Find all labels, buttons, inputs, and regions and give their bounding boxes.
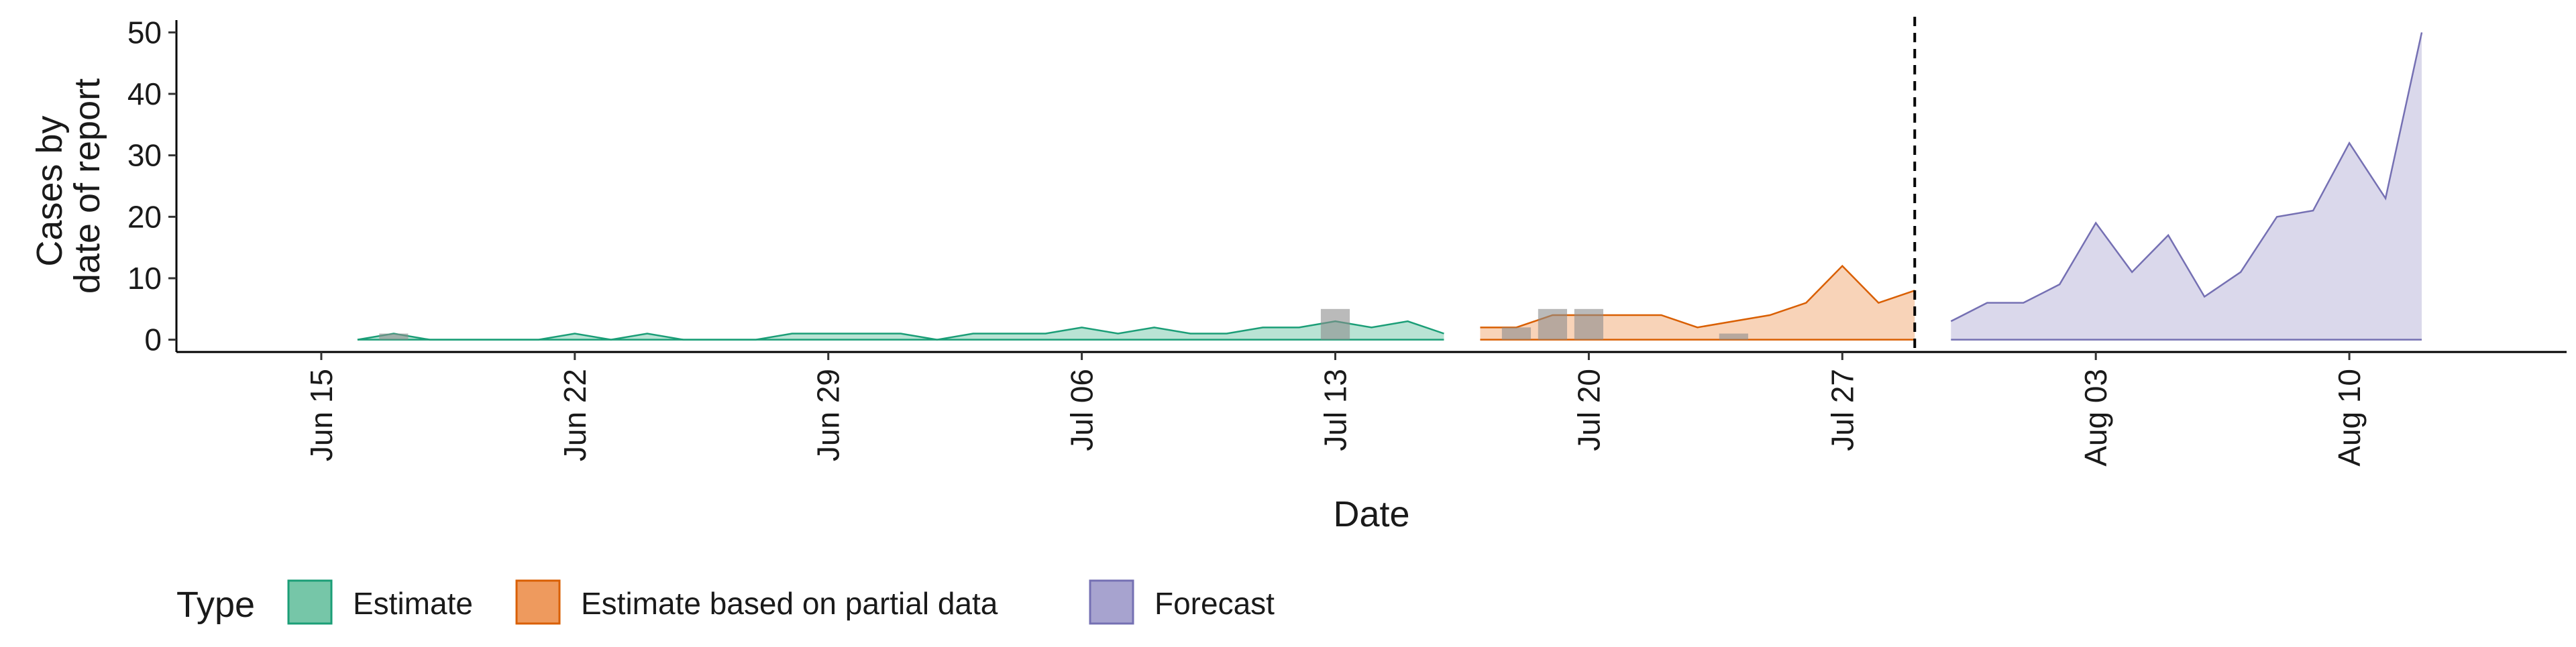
- x-tick-label: Aug 10: [2332, 369, 2367, 467]
- y-tick-label: 20: [127, 199, 162, 234]
- legend-title: Type: [176, 585, 255, 625]
- area-estimate: [358, 321, 1444, 340]
- x-tick-label: Jul 13: [1318, 369, 1353, 451]
- legend-label-estimate: Estimate: [353, 586, 473, 621]
- area-series-group: [358, 32, 2422, 339]
- legend-key-forecast: [1090, 581, 1133, 624]
- reported-case-bar: [1538, 309, 1567, 340]
- y-tick-label: 40: [127, 76, 162, 111]
- series-forecast: [1951, 32, 2422, 339]
- reported-case-bar: [1719, 334, 1748, 340]
- reported-case-bar: [1502, 327, 1531, 339]
- y-axis-title: Cases by date of report: [30, 78, 107, 294]
- y-tick-label: 30: [127, 138, 162, 173]
- x-tick-label: Jun 29: [811, 369, 846, 461]
- legend-label-estimate-based-on-partial-data: Estimate based on partial data: [581, 586, 998, 621]
- legend-key-estimate-based-on-partial-data: [517, 581, 559, 624]
- plot-panel: [358, 17, 2422, 352]
- reported-case-bar: [1321, 309, 1350, 340]
- y-axis-title-line-2: date of report: [67, 78, 107, 294]
- area-forecast: [1951, 32, 2422, 339]
- y-axis-title-line-1: Cases by: [30, 115, 70, 266]
- y-tick-label: 0: [144, 322, 162, 357]
- y-axis-ticks: 0 10 20 30 40 50: [127, 15, 176, 357]
- series-estimate: [358, 321, 1444, 340]
- legend: Type Estimate Estimate based on partial d…: [176, 581, 1275, 625]
- x-axis-ticks: Jun 15 Jun 22 Jun 29 Jul 06 Jul 13 Jul 20 Jul …: [304, 352, 2367, 467]
- x-tick-label: Jul 27: [1825, 369, 1860, 451]
- x-tick-label: Jul 06: [1065, 369, 1099, 451]
- x-axis-title: Date: [1333, 494, 1409, 534]
- x-tick-label: Aug 03: [2078, 369, 2113, 467]
- legend-key-estimate: [288, 581, 331, 624]
- x-tick-label: Jun 15: [304, 369, 339, 461]
- x-tick-label: Jul 20: [1571, 369, 1606, 451]
- x-tick-label: Jun 22: [557, 369, 592, 461]
- reported-case-bar: [379, 334, 408, 340]
- y-tick-label: 50: [127, 15, 162, 50]
- axes: 0 10 20 30 40 50 Jun 15 Jun 22 Jun 29 Jul 06 Jul …: [127, 15, 2567, 466]
- y-tick-label: 10: [127, 261, 162, 296]
- reported-case-bar: [1574, 309, 1603, 340]
- legend-label-forecast: Forecast: [1155, 586, 1275, 621]
